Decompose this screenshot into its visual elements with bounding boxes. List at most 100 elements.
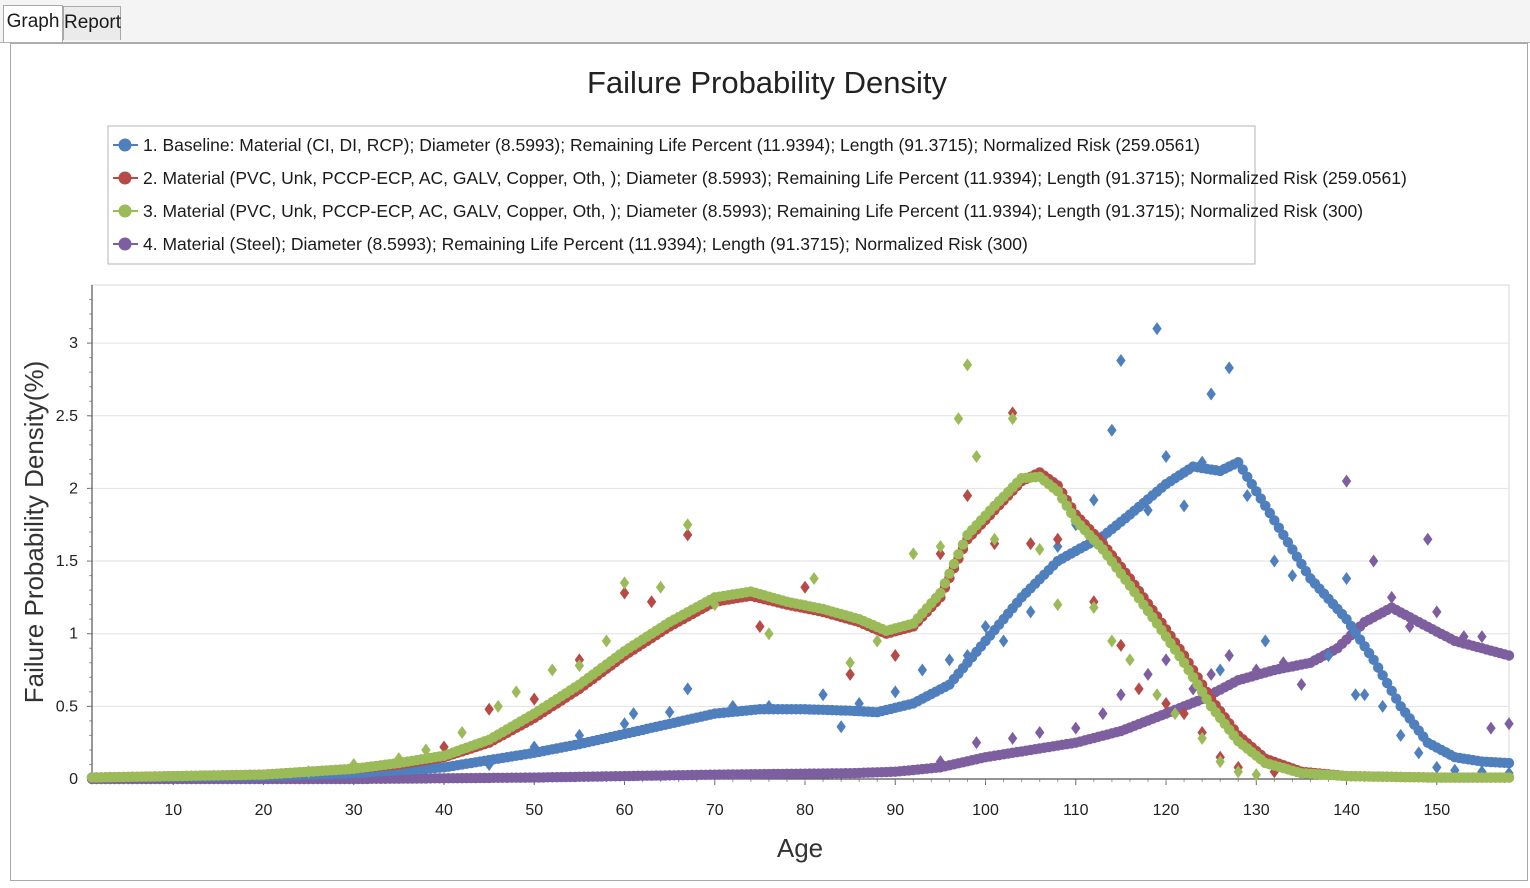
series-2-diamond-point	[962, 489, 973, 503]
series-4-diamond-point	[1143, 667, 1153, 681]
series-1-diamond-point	[1269, 554, 1280, 568]
legend: 1. Baseline: Material (CI, DI, RCP); Dia…	[107, 125, 1407, 265]
series-1-dot-point	[1503, 757, 1515, 769]
series-2-diamond-point	[484, 702, 494, 716]
series-3-diamond-point	[908, 547, 918, 561]
y-tick-label: 0.5	[56, 698, 78, 715]
series-2-diamond-point	[1025, 537, 1036, 551]
series-1-diamond-point	[1242, 489, 1252, 503]
series-2-diamond-point	[800, 580, 810, 594]
series-3-diamond-point	[493, 699, 503, 713]
series-1-diamond-point	[574, 728, 585, 742]
series-3	[86, 358, 1515, 783]
series-3-diamond-point	[1089, 601, 1099, 615]
legend-label-2: 2. Material (PVC, Unk, PCCP-ECP, AC, GAL…	[143, 168, 1407, 188]
series-1-diamond-point	[944, 653, 955, 667]
y-axis-label: Failure Probability Density(%)	[19, 361, 49, 703]
series-2-diamond-point	[1116, 638, 1126, 652]
series-1-diamond-point	[917, 663, 928, 677]
series-1-diamond-point	[1432, 760, 1442, 774]
tab-strip: Graph Report	[0, 0, 1530, 43]
series-1-diamond-point	[1152, 322, 1162, 336]
series-1-diamond-point	[1089, 493, 1099, 507]
series-3-diamond-point	[809, 571, 819, 585]
series-4-diamond-point	[1007, 731, 1018, 745]
x-tick-label: 70	[706, 802, 724, 819]
series-3-dot-point	[1503, 772, 1515, 783]
y-tick-label: 3	[69, 335, 78, 352]
legend-box	[107, 125, 1256, 265]
series-1-diamond-point	[1053, 540, 1063, 554]
series-1-diamond-point	[1107, 423, 1117, 437]
series-2-diamond-point	[890, 649, 900, 662]
series-1-diamond-point	[628, 707, 639, 721]
series-4-diamond-point	[1071, 721, 1081, 735]
series-3-diamond-point	[764, 627, 774, 641]
series-1-diamond-point	[998, 634, 1009, 648]
series-1-diamond-point	[1224, 361, 1234, 375]
series-3-diamond-point	[1053, 598, 1063, 612]
series-3-diamond-point	[574, 659, 585, 673]
series-3-diamond-point	[1107, 634, 1117, 648]
series-1-dot-point	[1390, 693, 1402, 704]
chart-title: Failure Probability Density	[587, 65, 948, 100]
series-3-diamond-point	[1215, 755, 1225, 769]
series-4-diamond-point	[1432, 605, 1442, 619]
x-tick-label: 50	[525, 802, 543, 819]
legend-label-4: 4. Material (Steel); Diameter (8.5993); …	[143, 234, 1028, 254]
series-4-diamond-point	[1423, 532, 1433, 546]
series-4-diamond-point	[1161, 653, 1171, 667]
series-3-diamond-point	[1197, 731, 1207, 745]
series-4-diamond-point	[1034, 726, 1045, 740]
series-3-diamond-point	[457, 726, 467, 740]
series-1-dot-point	[1381, 677, 1393, 689]
series-3-diamond-point	[619, 576, 630, 590]
series-3-diamond-point	[601, 634, 612, 648]
series-1-dot-point	[1377, 670, 1388, 681]
legend-label-3: 3. Material (PVC, Unk, PCCP-ECP, AC, GAL…	[143, 201, 1363, 221]
series-3-dot-point	[953, 549, 964, 560]
x-axis-label: Age	[777, 833, 823, 863]
tab-report[interactable]: Report	[63, 6, 121, 40]
series-4-diamond-point	[1116, 688, 1126, 702]
series-1-diamond-point	[1350, 688, 1361, 702]
series-3-diamond-point	[421, 743, 431, 757]
x-tick-label: 110	[1063, 802, 1089, 819]
series-1-diamond-point	[1341, 571, 1352, 585]
series-3-diamond-point	[845, 656, 855, 670]
series-1-dot-point	[1386, 685, 1397, 697]
series-3-diamond-point	[1034, 542, 1045, 556]
series-3-diamond-point	[655, 580, 666, 594]
series-2-diamond-point	[529, 692, 539, 706]
x-tick-label: 140	[1333, 802, 1360, 819]
series-1-diamond-point	[1260, 634, 1270, 648]
series-1-diamond-point	[1116, 354, 1126, 368]
x-tick-label: 150	[1423, 802, 1450, 819]
series-2-diamond-point	[439, 740, 449, 754]
series-1-diamond-point	[1359, 688, 1370, 702]
series-3-diamond-point	[971, 449, 982, 463]
series-3-dot-point	[948, 558, 960, 570]
series-3-diamond-point	[547, 663, 557, 677]
x-tick-label: 120	[1153, 802, 1180, 819]
x-tick-label: 130	[1243, 802, 1270, 819]
series-1-diamond-point	[1377, 699, 1388, 713]
series-2-diamond-point	[1134, 682, 1144, 696]
series-3-dot-point	[935, 587, 946, 599]
x-tick-label: 90	[886, 802, 904, 819]
legend-marker-1	[118, 138, 132, 152]
tab-graph[interactable]: Graph	[3, 5, 63, 42]
x-tick-label: 100	[972, 802, 999, 819]
legend-label-1: 1. Baseline: Material (CI, DI, RCP); Dia…	[143, 135, 1200, 155]
series-3-diamond-point	[872, 634, 882, 648]
series-1-dot-point	[1368, 654, 1379, 666]
series-4-diamond-point	[1386, 590, 1397, 604]
series-1-diamond-point	[1206, 387, 1216, 401]
series-2-diamond-point	[845, 667, 855, 681]
series-3-dot-point	[944, 568, 955, 579]
series-4-dot-point	[1503, 650, 1515, 661]
series-2-diamond-point	[619, 586, 630, 600]
plot-area: 0 0.5 1 1.5 2 2.5 3 10 20 30 40 50 60 70 80 90 100 110 120…	[56, 284, 1515, 819]
series-1-diamond-point	[664, 705, 675, 719]
series-2-diamond-point	[935, 547, 946, 561]
